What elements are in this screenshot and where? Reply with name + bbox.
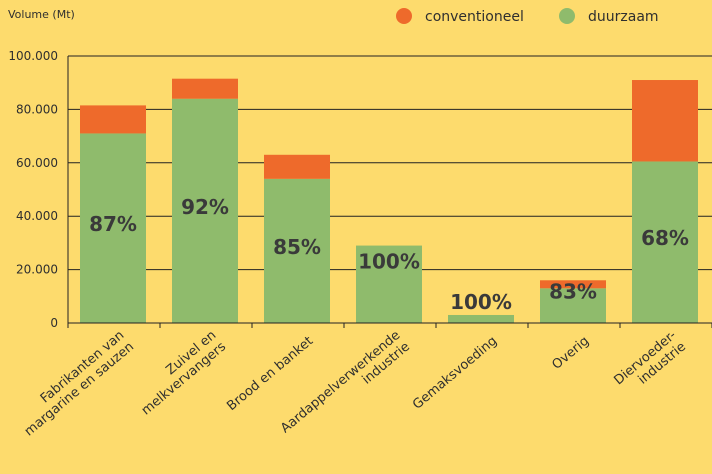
legend-label-duurzaam: duurzaam: [588, 9, 659, 25]
data-label: 87%: [89, 212, 137, 236]
bar-duurzaam: [80, 133, 146, 323]
x-category-label-line: Overig: [549, 334, 592, 373]
bar-duurzaam: [264, 178, 330, 323]
y-tick-label: 40.000: [16, 209, 58, 223]
bar-duurzaam: [540, 288, 606, 323]
bar-conventioneel: [264, 154, 330, 179]
bar-duurzaam: [448, 314, 514, 323]
x-category-label-line: margarine en sauzen: [22, 339, 137, 439]
data-label: 100%: [358, 250, 420, 274]
x-category-label-line: Gemaksvoeding: [410, 334, 500, 413]
x-category-label-line: Brood en banket: [224, 334, 316, 414]
y-tick-label: 80.000: [16, 102, 58, 116]
legend-swatch-duurzaam: [559, 8, 575, 24]
bar-conventioneel: [632, 80, 698, 162]
legend: conventioneel duurzaam: [396, 8, 659, 25]
bar-conventioneel: [172, 78, 238, 99]
y-tick-label: 60.000: [16, 156, 58, 170]
bar-duurzaam: [172, 98, 238, 323]
data-label: 92%: [181, 195, 229, 219]
gridlines: [68, 55, 712, 271]
data-labels: 87% 92% 85% 100% 100% 83% 68%: [89, 195, 689, 314]
x-category-label: Brood en banket: [224, 334, 316, 414]
y-tick-label: 100.000: [8, 49, 58, 63]
data-label: 100%: [450, 290, 512, 314]
bar-duurzaam: [632, 161, 698, 323]
bar-conventioneel: [540, 280, 606, 289]
bars: [80, 78, 698, 323]
data-label: 85%: [273, 235, 321, 259]
x-category-label: Gemaksvoeding: [410, 334, 500, 413]
bar-duurzaam: [356, 245, 422, 323]
y-axis-title: Volume (Mt): [8, 8, 75, 21]
legend-swatch-conventioneel: [396, 8, 412, 24]
legend-label-conventioneel: conventioneel: [425, 9, 524, 25]
y-tick-label: 0: [50, 316, 58, 330]
x-axis: [67, 56, 712, 328]
y-axis-ticks: 0 20.000 40.000 60.000 80.000 100.000: [8, 49, 58, 330]
data-label: 68%: [641, 226, 689, 250]
y-tick-label: 20.000: [16, 263, 58, 277]
x-category-label: Overig: [549, 334, 592, 373]
bar-conventioneel: [80, 105, 146, 134]
data-label: 83%: [549, 279, 597, 303]
x-category-label: Diervoeder-industrie: [611, 328, 689, 389]
